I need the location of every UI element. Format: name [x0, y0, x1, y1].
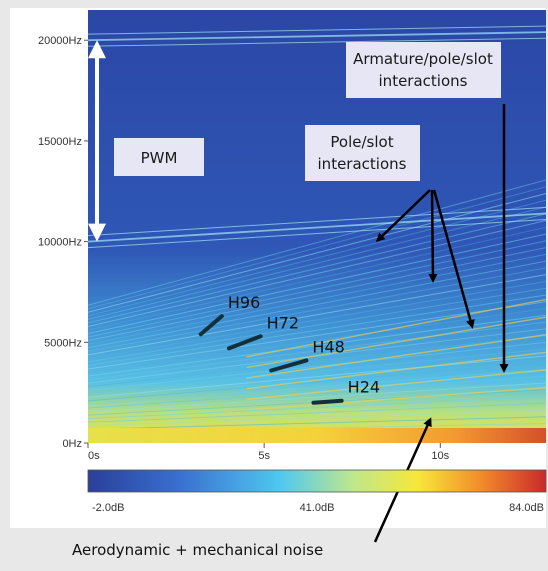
- spectral-streak: [87, 362, 547, 402]
- spectral-streak: [87, 199, 547, 317]
- colorbar-label: 84.0dB: [509, 502, 544, 514]
- spectral-streak: [87, 274, 547, 356]
- pole-slot-callout-line1: Pole/slot: [330, 133, 393, 151]
- low-frequency-band: [88, 428, 546, 443]
- pwm-band-line: [87, 218, 547, 249]
- spectral-streak: [87, 321, 547, 381]
- harmonic-mark-h96: [198, 314, 224, 337]
- spectral-streak: [87, 267, 547, 352]
- spectral-streak: [87, 247, 547, 342]
- spectral-streak: [87, 294, 547, 366]
- spectral-streak: [87, 395, 547, 420]
- pwm-band-line: [87, 206, 547, 237]
- harmonic-mark-h72: [226, 334, 263, 351]
- colorbar: -2.0dB 41.0dB 84.0dB: [87, 469, 547, 514]
- y-tick-label: 15000Hz: [38, 136, 82, 148]
- armature-callout-line2: interactions: [379, 72, 468, 90]
- annotation-arrows: [373, 104, 509, 543]
- x-tick-label: 0s: [88, 450, 100, 462]
- pwm-band-line: [87, 37, 547, 47]
- spectral-streak: [87, 253, 547, 345]
- arrow-pole-slot-2: [428, 189, 438, 283]
- arrow-pole-slot-1: [375, 189, 431, 243]
- y-axis: 20000Hz 15000Hz 10000Hz 5000Hz 0Hz: [38, 35, 88, 450]
- armature-callout-line1: Armature/pole/slot: [353, 50, 493, 68]
- spectral-streak: [87, 416, 547, 430]
- arrow-pole-slot-3: [432, 189, 475, 329]
- colorbar-label: 41.0dB: [300, 502, 335, 514]
- spectral-streak: [87, 240, 547, 338]
- order-line: [246, 316, 547, 369]
- spectral-streak: [87, 260, 547, 349]
- spectral-streak: [87, 355, 547, 398]
- spectral-streak: [87, 233, 547, 335]
- spectral-streak: [87, 368, 547, 405]
- order-line: [246, 351, 547, 390]
- spectral-streak: [87, 192, 547, 313]
- spectral-streak: [87, 301, 547, 370]
- harmonic-mark-h24: [311, 398, 344, 405]
- harmonic-label-h24: H24: [348, 378, 380, 397]
- harmonic-label-h96: H96: [228, 293, 260, 312]
- pwm-range-arrow: [88, 40, 106, 242]
- aerodynamic-noise-label: Aerodynamic + mechanical noise: [72, 541, 323, 559]
- spectral-streak: [87, 186, 547, 310]
- harmonic-marks: [198, 314, 344, 405]
- pwm-band-line: [87, 25, 547, 35]
- pole-slot-callout: Pole/slot interactions: [305, 125, 420, 181]
- y-tick-label: 5000Hz: [44, 337, 82, 349]
- spectral-streak: [87, 335, 547, 388]
- y-tick-label: 0Hz: [62, 438, 82, 450]
- x-tick-label: 5s: [258, 450, 270, 462]
- order-line: [246, 369, 547, 400]
- spectral-streak: [87, 220, 547, 327]
- colorbar-label: -2.0dB: [92, 502, 124, 514]
- pwm-label: PWM: [141, 149, 178, 167]
- order-line: [246, 298, 547, 358]
- harmonic-labels: H96 H72 H48 H24: [228, 293, 380, 397]
- y-tick-label: 10000Hz: [38, 237, 82, 249]
- colorbar-gradient: [87, 469, 547, 493]
- y-tick-label: 20000Hz: [38, 35, 82, 47]
- spectral-streak: [87, 226, 547, 331]
- pole-slot-callout-line2: interactions: [318, 155, 407, 173]
- spectral-streak: [87, 213, 547, 324]
- pwm-band-line: [87, 212, 547, 243]
- spectral-streak: [87, 280, 547, 359]
- spectral-streak: [87, 382, 547, 413]
- spectral-streak: [87, 409, 547, 427]
- x-tick-label: 10s: [431, 450, 449, 462]
- x-axis: 0s 5s 10s: [87, 443, 450, 462]
- spectral-streak: [87, 179, 547, 306]
- spectral-streak: [87, 402, 547, 423]
- spectral-streak: [87, 206, 547, 320]
- colorbar-labels: -2.0dB 41.0dB 84.0dB: [92, 502, 544, 514]
- spectral-streak: [87, 341, 547, 391]
- spectral-streak: [87, 287, 547, 363]
- armature-callout: Armature/pole/slot interactions: [346, 42, 501, 98]
- harmonic-mark-h48: [269, 358, 309, 373]
- spectral-streak: [87, 348, 547, 395]
- harmonic-label-h72: H72: [267, 313, 299, 332]
- harmonic-label-h48: H48: [312, 337, 344, 356]
- pwm-band-line: [87, 31, 547, 42]
- pwm-label-box: PWM: [114, 138, 204, 176]
- order-line: [246, 386, 547, 411]
- order-line: [246, 334, 547, 379]
